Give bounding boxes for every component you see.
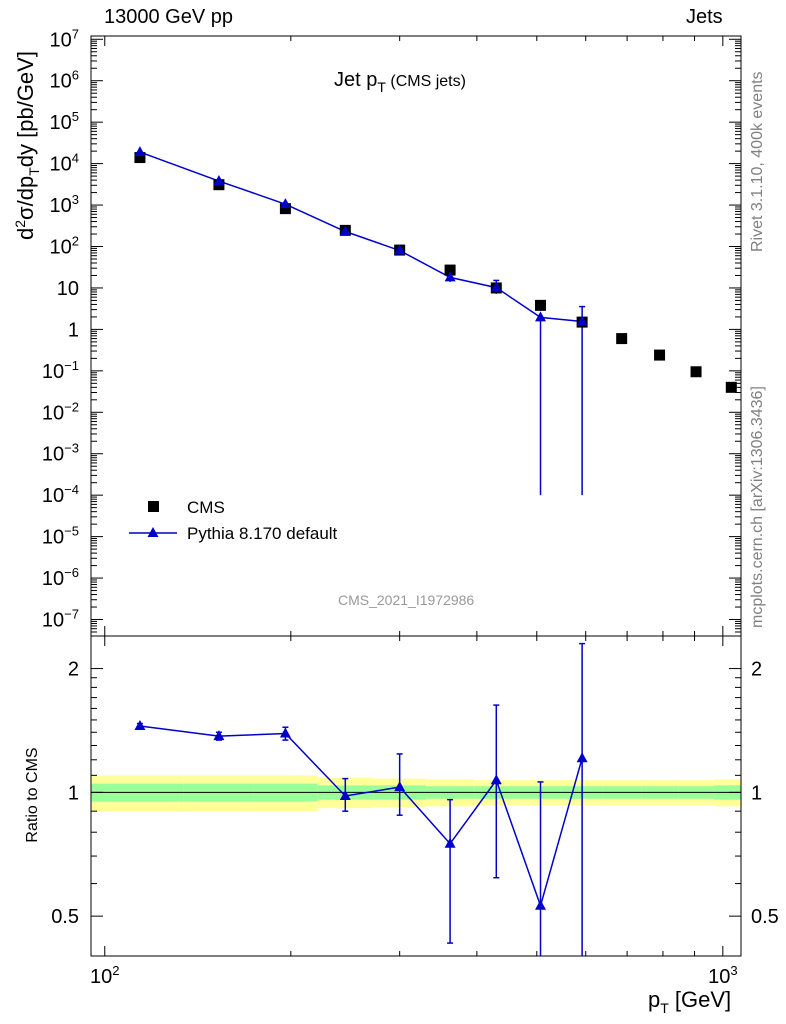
ratio-y-tick-label: 1: [751, 782, 762, 804]
x-tick-label: 103: [708, 963, 737, 988]
ratio-line: [139, 725, 583, 909]
ratio-data-point: [444, 837, 456, 848]
legend-cms-label: CMS: [187, 498, 225, 517]
chart-title: Jet pT (CMS jets): [334, 69, 466, 95]
cms-data-point: [444, 264, 456, 276]
y-tick-label: 10−6: [42, 565, 79, 590]
pythia-data-point: [444, 271, 456, 282]
y-axis-label: d2σ/dpTdy [pb/GeV]: [12, 51, 42, 240]
ratio-y-tick-label: 2: [68, 659, 79, 681]
pythia-data-point: [576, 315, 588, 326]
ratio-data-point: [339, 789, 351, 800]
header-right-label: Jets: [686, 6, 723, 28]
x-tick-label: 102: [90, 963, 119, 988]
cms-data-point: [654, 349, 666, 361]
legend-pythia-label: Pythia 8.170 default: [187, 524, 338, 543]
cms-data-point: [616, 333, 628, 345]
cms-data-point: [134, 152, 146, 164]
pythia-data-point: [339, 225, 351, 236]
ratio-y-tick-label: 0.5: [51, 906, 79, 928]
ratio-y-tick-label: 2: [751, 659, 762, 681]
y-tick-label: 10−7: [42, 607, 79, 632]
header-left-label: 13000 GeV pp: [104, 6, 233, 28]
ratio-data-point: [535, 899, 547, 910]
cms-data-point: [760, 398, 771, 409]
cms-data-point: [535, 299, 547, 311]
y-tick-label: 10: [57, 278, 79, 300]
ratio-data-point: [490, 774, 502, 785]
y-tick-label: 10−2: [42, 399, 79, 424]
legend-pythia-marker: [147, 527, 159, 537]
pythia-data-point: [394, 244, 406, 255]
cms-data-point: [279, 203, 291, 215]
ratio-data-point: [279, 727, 291, 738]
ratio-y-tick-label: 0.5: [751, 906, 779, 928]
ratio-y-axis-label: Ratio to CMS: [24, 747, 41, 842]
ratio-data-point: [394, 781, 406, 792]
y-tick-label: 104: [50, 151, 79, 176]
pythia-data-point: [535, 311, 547, 322]
y-tick-label: 10−3: [42, 441, 79, 466]
y-tick-label: 105: [50, 109, 79, 134]
y-tick-label: 10−1: [42, 358, 79, 383]
ratio-data-point: [134, 719, 146, 730]
ratio-data-point: [576, 752, 588, 763]
y-tick-label: 107: [50, 26, 79, 51]
y-tick-label: 106: [50, 68, 79, 93]
ratio-data-point: [213, 730, 225, 741]
y-tick-label: 10−5: [42, 524, 79, 549]
y-tick-label: 10−4: [42, 482, 79, 507]
pythia-data-point: [213, 175, 225, 186]
y-tick-label: 1: [68, 319, 79, 341]
cms-data-point: [725, 381, 737, 393]
legend-cms-marker: [148, 501, 159, 512]
main-plot-frame: [90, 35, 742, 637]
pythia-data-point: [134, 146, 146, 157]
cms-data-point: [690, 366, 702, 378]
x-axis-label: pT [GeV]: [648, 987, 731, 1016]
y-tick-label: 103: [50, 192, 79, 217]
ratio-plot-frame: [90, 635, 742, 957]
analysis-watermark: CMS_2021_I1972986: [338, 592, 474, 608]
pythia-data-point: [279, 198, 291, 209]
pythia-data-point: [490, 281, 502, 292]
y-tick-label: 102: [50, 234, 79, 259]
ratio-y-tick-label: 1: [68, 782, 79, 804]
pythia-line: [139, 151, 583, 323]
